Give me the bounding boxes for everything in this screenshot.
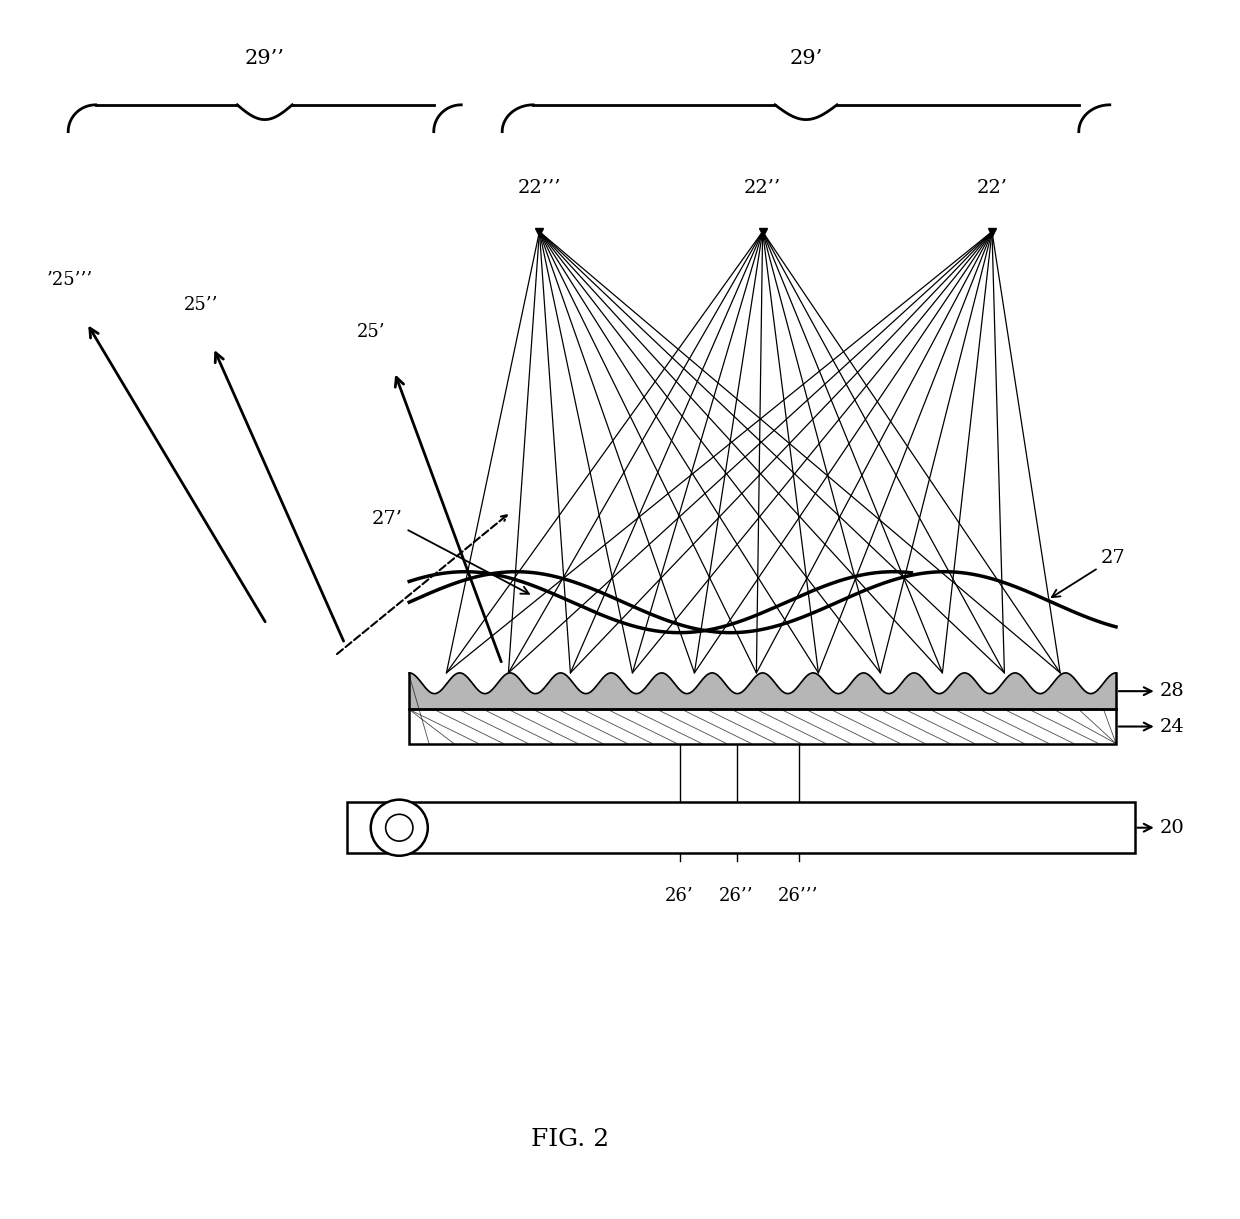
Text: 27: 27 [1052,550,1126,597]
Text: 29’: 29’ [790,49,822,68]
Text: ’25’’’: ’25’’’ [47,272,93,289]
Text: 27’: 27’ [372,511,529,594]
Circle shape [386,814,413,841]
Text: 20: 20 [1137,819,1184,836]
Text: 29’’: 29’’ [244,49,285,68]
Text: FIG. 2: FIG. 2 [531,1129,610,1151]
Text: 25’’: 25’’ [184,296,218,313]
Circle shape [371,800,428,856]
Text: 26’’: 26’’ [719,887,754,906]
Text: 22’’: 22’’ [744,179,781,197]
Text: 22’’’: 22’’’ [517,179,562,197]
Text: 26’: 26’ [665,887,694,906]
Bar [409,709,1116,744]
Text: 25’: 25’ [357,323,386,340]
Text: 26’’’: 26’’’ [779,887,818,906]
Text: 22’: 22’ [977,179,1007,197]
Bar [347,802,1135,853]
Text: 28: 28 [1118,683,1184,700]
Text: 24: 24 [1118,718,1184,735]
